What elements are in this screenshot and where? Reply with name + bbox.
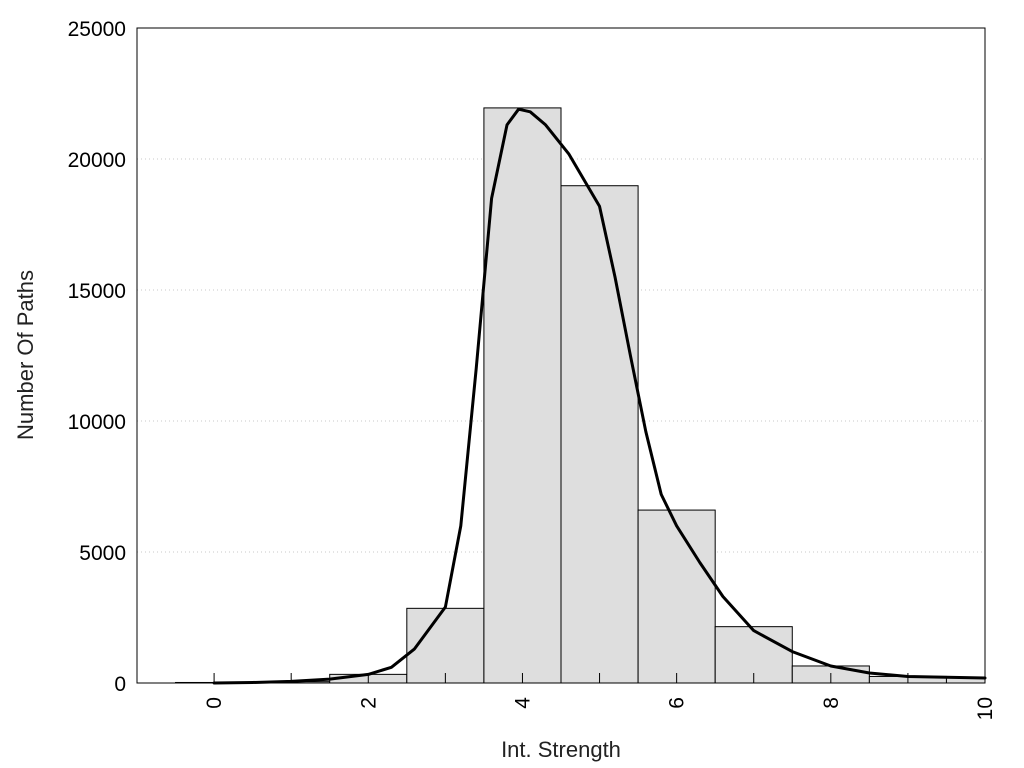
histogram-bar bbox=[560, 185, 639, 684]
plot-frame bbox=[136, 27, 986, 684]
y-axis-title: Number Of Paths bbox=[13, 270, 38, 440]
y-tick-label: 0 bbox=[114, 673, 126, 696]
x-tick-label: 6 bbox=[666, 697, 689, 709]
x-tick-labels: 0 2 4 6 8 10 bbox=[203, 697, 997, 721]
y-tick-label: 5000 bbox=[79, 542, 126, 565]
x-tick-label: 0 bbox=[203, 697, 226, 709]
x-tick-label: 2 bbox=[357, 697, 380, 709]
y-tick-label: 25000 bbox=[68, 18, 126, 41]
x-tick-label: 4 bbox=[511, 697, 534, 709]
x-axis-title: Int. Strength bbox=[501, 737, 621, 762]
y-tick-label: 15000 bbox=[68, 280, 126, 303]
histogram-bar bbox=[637, 509, 716, 684]
y-tick-labels: 0 5000 10000 15000 20000 25000 bbox=[68, 18, 126, 696]
bars bbox=[175, 107, 986, 684]
y-tick-label: 20000 bbox=[68, 149, 126, 172]
x-tick-label: 10 bbox=[974, 697, 997, 720]
y-tick-label: 10000 bbox=[68, 411, 126, 434]
histogram-bar bbox=[483, 107, 562, 684]
x-tick-label: 8 bbox=[820, 697, 843, 709]
fit-curve bbox=[212, 107, 987, 685]
